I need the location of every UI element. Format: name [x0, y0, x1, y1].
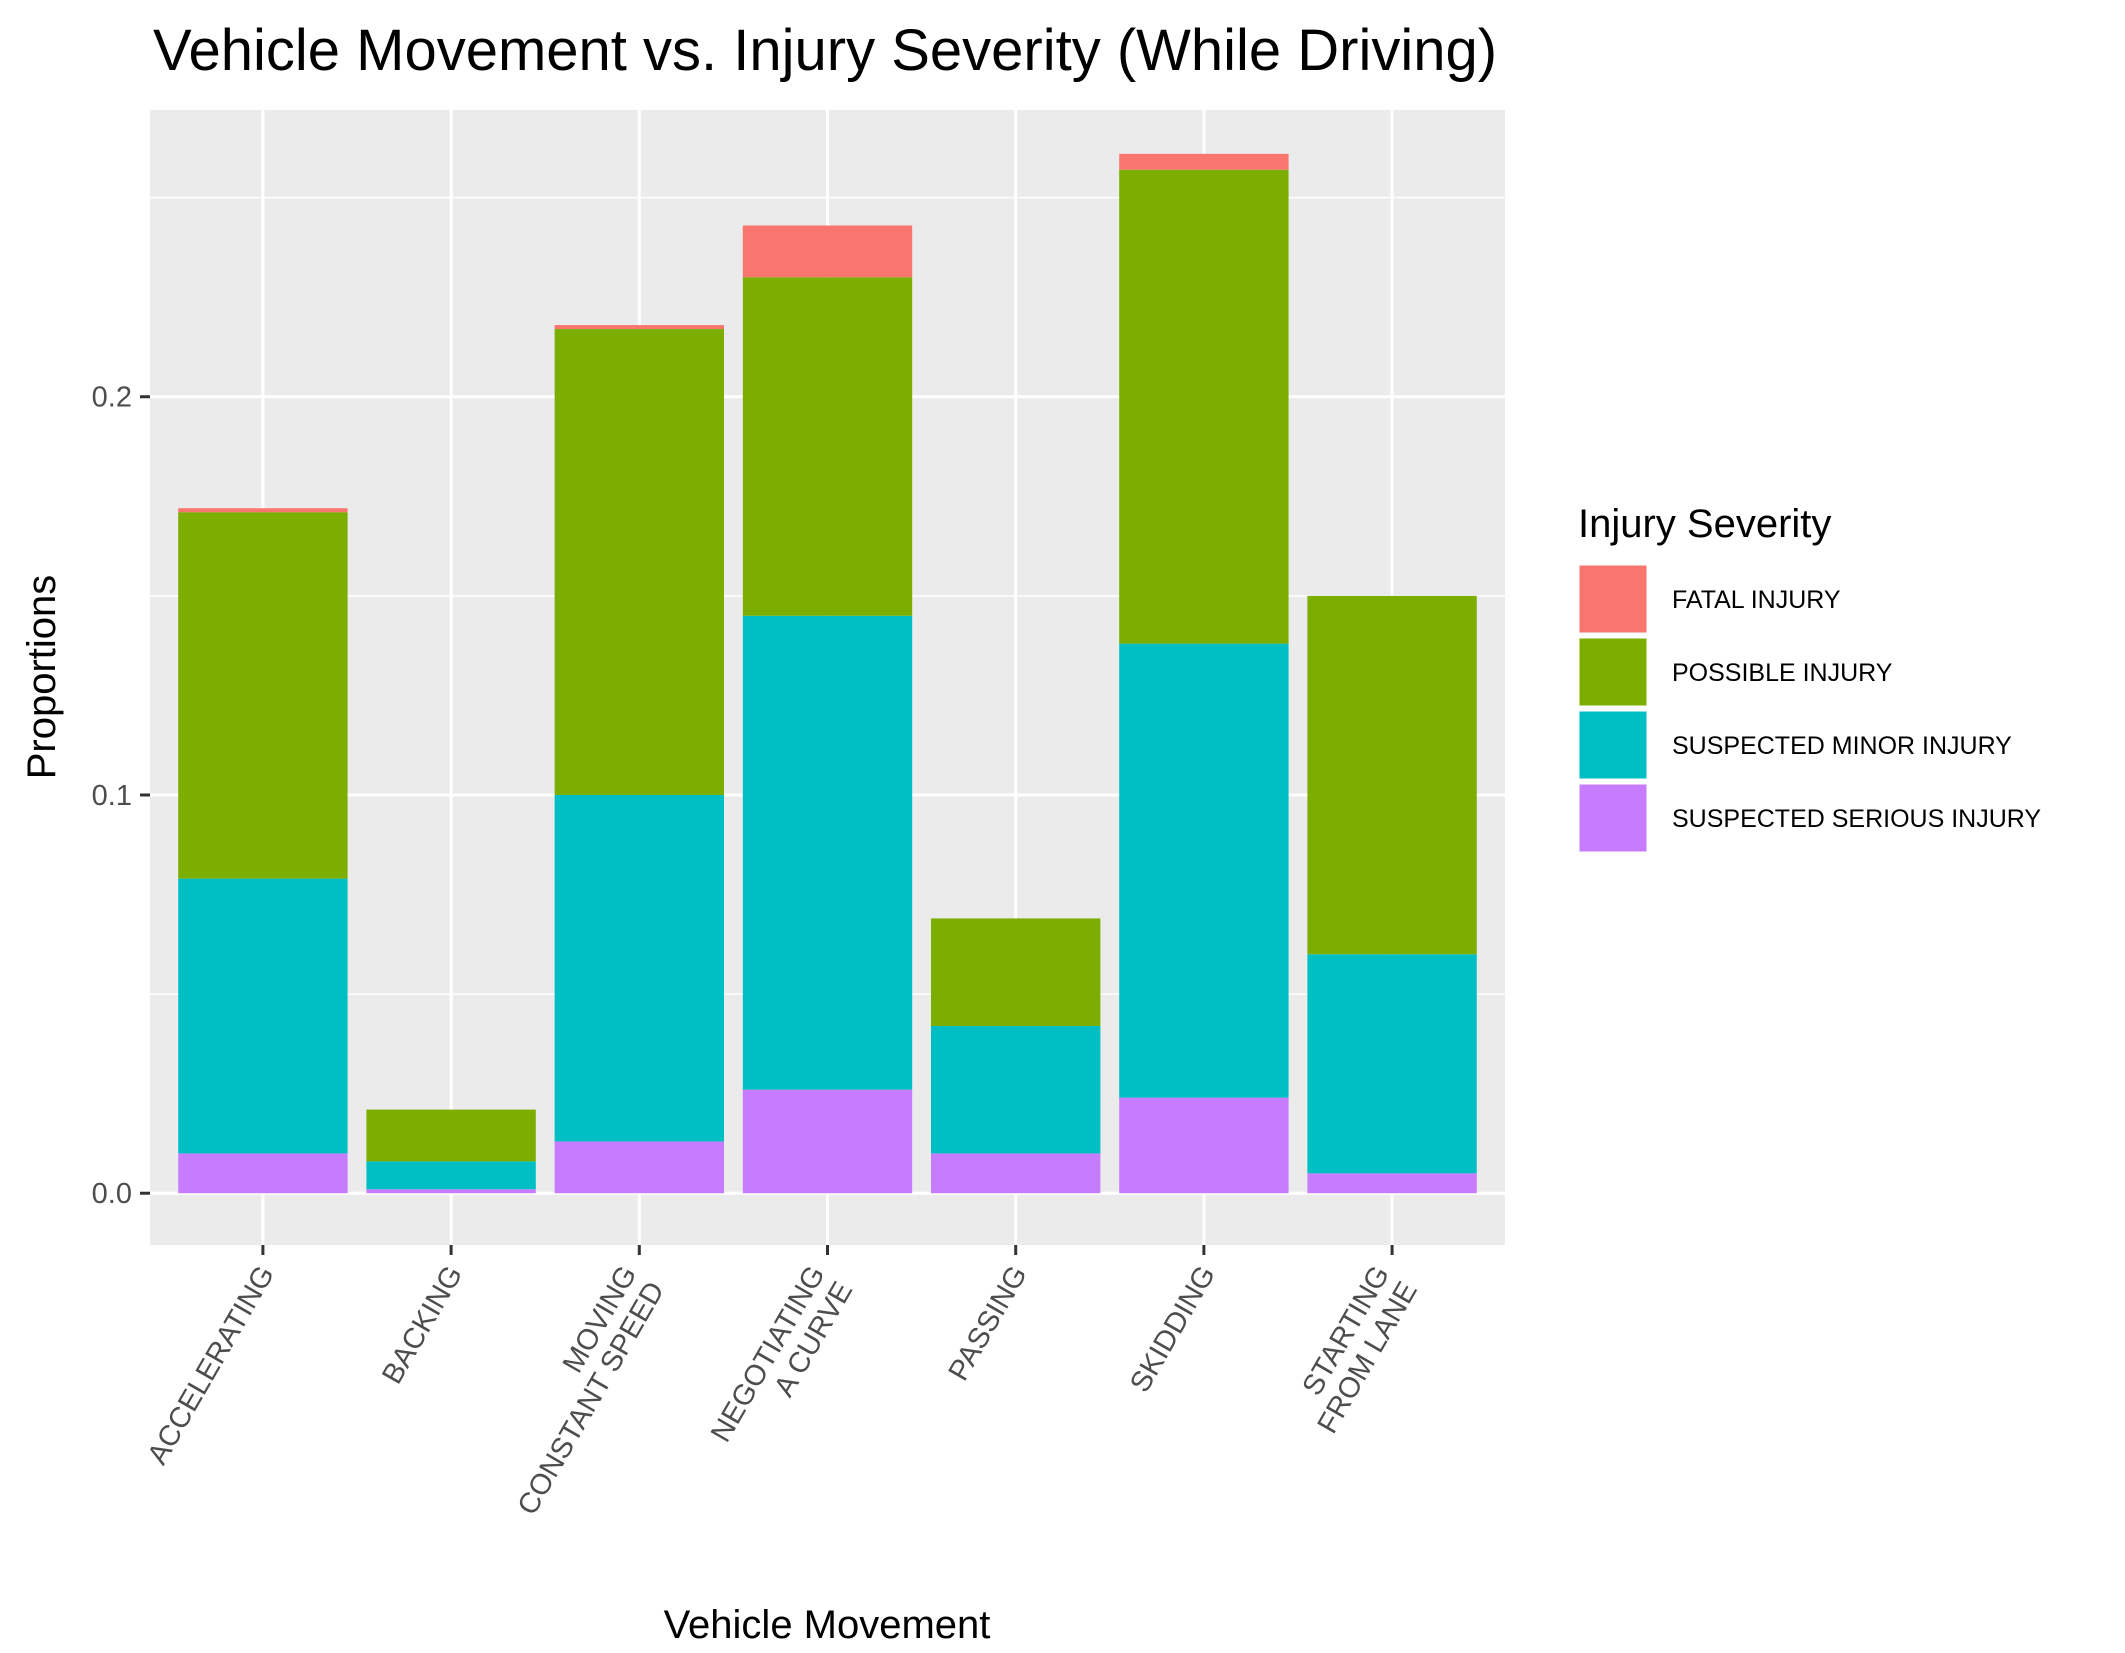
bar-segment [178, 878, 348, 1154]
bar-segment [1307, 595, 1477, 955]
bar-segment [178, 512, 348, 879]
bar-segment [1307, 1173, 1477, 1194]
bar-segment [554, 329, 724, 795]
x-tick-label: ACCELERATING [142, 1261, 281, 1471]
bar-segment [178, 508, 348, 513]
y-tick-label: 0.0 [92, 1178, 132, 1210]
legend-key [1576, 562, 1650, 636]
bar-segment [742, 615, 913, 1090]
bar-segment [1119, 643, 1289, 1098]
y-axis-title: Proportions [20, 575, 64, 780]
bar-segment [1119, 153, 1289, 170]
bar-segment [742, 277, 913, 616]
legend: Injury Severity FATAL INJURY POSSIBLE INJ… [1576, 502, 2041, 855]
x-tick-label: STARTINGFROM LANE [1284, 1261, 1424, 1440]
x-tick-label: SKIDDING [1124, 1261, 1222, 1398]
legend-key [1576, 708, 1650, 782]
bar-segment [366, 1189, 536, 1194]
legend-label: FATAL INJURY [1672, 586, 1841, 614]
y-axis: 0.0 0.1 0.2 [92, 382, 150, 1210]
bar-segment [554, 325, 724, 330]
x-tick-label: PASSING [943, 1261, 1034, 1387]
bar-segment [742, 225, 913, 278]
legend-key [1576, 635, 1650, 709]
y-tick-label: 0.1 [92, 780, 132, 812]
legend-items: FATAL INJURY POSSIBLE INJURY SUSPECTED MIN… [1576, 562, 2041, 855]
bar-segment [554, 794, 724, 1142]
bar-segment [178, 1153, 348, 1194]
bar-segment [554, 1141, 724, 1194]
bar-segment [931, 1025, 1101, 1154]
legend-title: Injury Severity [1578, 502, 1831, 546]
x-tick-label: BACKING [376, 1261, 469, 1390]
chart-title: Vehicle Movement vs. Injury Severity (Wh… [153, 18, 1497, 83]
legend-key [1576, 781, 1650, 855]
bar-segment [1119, 169, 1289, 644]
bars [178, 153, 1477, 1194]
bar-segment [931, 1153, 1101, 1194]
legend-label: SUSPECTED MINOR INJURY [1672, 732, 2012, 760]
x-tick-label: NEGOTIATINGA CURVE [705, 1261, 859, 1464]
x-axis-title: Vehicle Movement [664, 1603, 991, 1647]
legend-label: SUSPECTED SERIOUS INJURY [1672, 805, 2041, 833]
x-axis: ACCELERATING BACKING MOVINGCONSTANT SPEED N… [142, 1245, 1424, 1520]
legend-label: POSSIBLE INJURY [1672, 659, 1893, 687]
bar-segment [366, 1109, 536, 1162]
x-tick-label: MOVINGCONSTANT SPEED [484, 1261, 671, 1521]
bar-segment [366, 1161, 536, 1190]
bar-segment [931, 918, 1101, 1026]
bar-segment [1119, 1097, 1289, 1194]
bar-segment [1307, 954, 1477, 1174]
y-tick-label: 0.2 [92, 382, 132, 414]
bar-segment [742, 1089, 913, 1194]
